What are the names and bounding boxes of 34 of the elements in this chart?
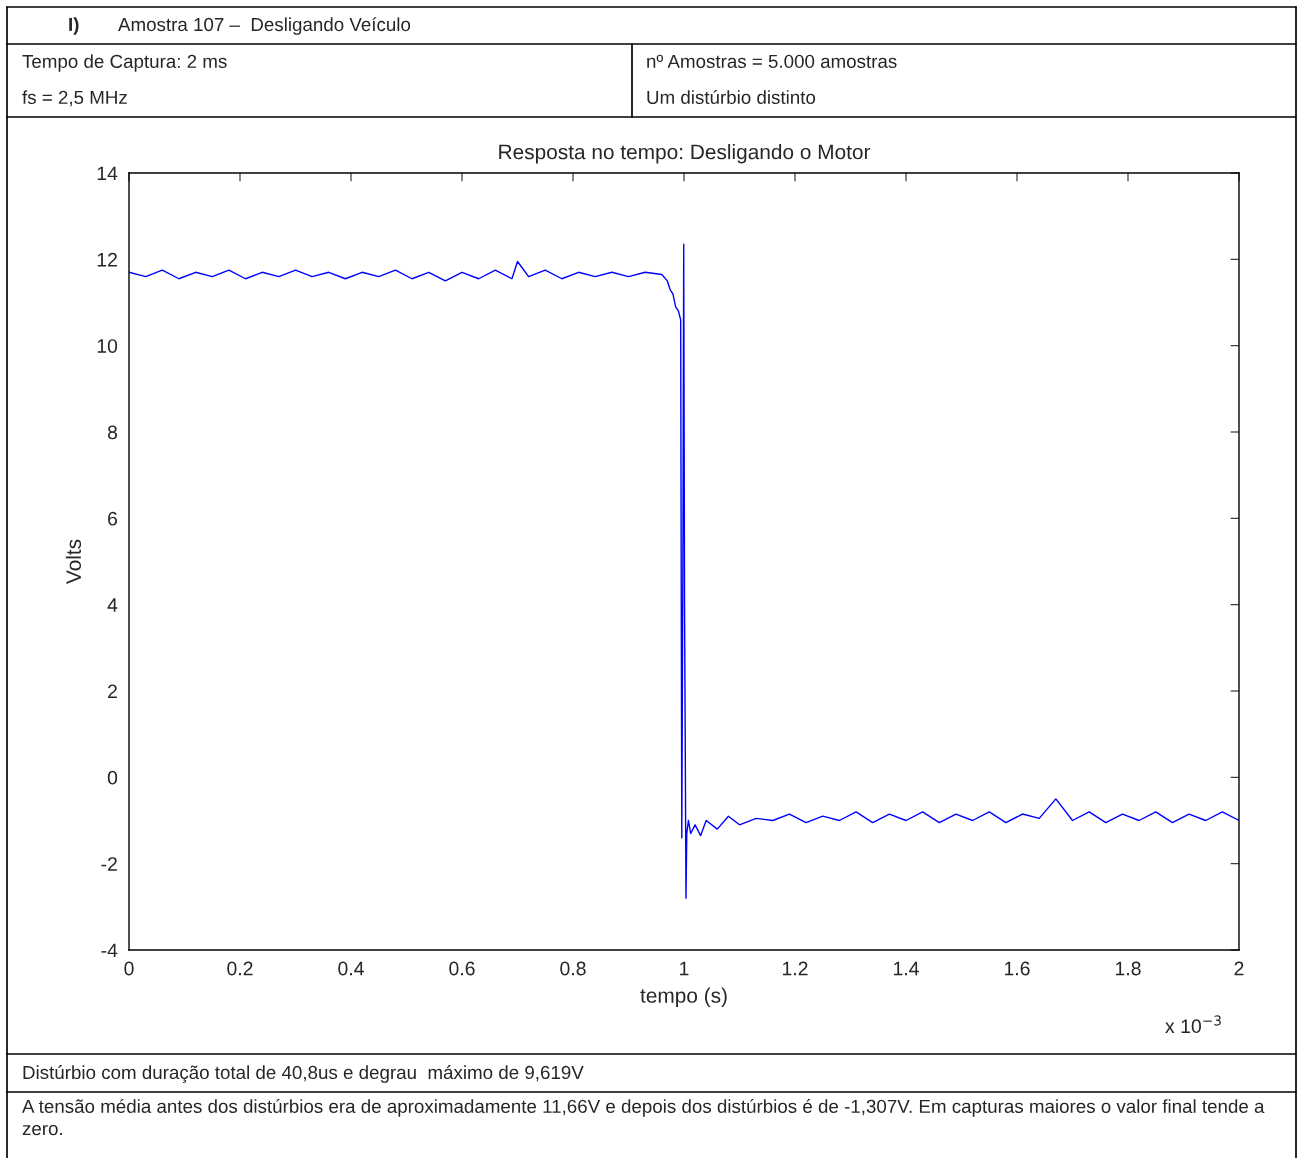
x-tick-label: 0.2 bbox=[227, 961, 253, 976]
text: A tensão média antes dos distúrbios era de aproximadamente 11,66V e depois dos distúrbios é de -1,307V. Em capturas maiores o valor final tende a zero. bbox=[22, 1099, 1265, 1136]
y-tick-label: 4 bbox=[107, 598, 118, 612]
text: nº Amostras = 5.000 amostras bbox=[647, 54, 897, 69]
x-tick-label: 1.4 bbox=[893, 961, 919, 976]
text: Amostra 107 – Desligando Veículo bbox=[118, 17, 411, 35]
chart-title: Resposta no tempo: Desligando o Motor bbox=[499, 144, 871, 164]
y-tick-label: -4 bbox=[101, 943, 118, 958]
y-tick-label: 2 bbox=[108, 684, 117, 699]
x-tick-label: 1.8 bbox=[1115, 961, 1141, 976]
text: Tempo de Captura: 2 ms bbox=[22, 54, 227, 72]
x-tick-label: 0 bbox=[124, 961, 134, 976]
text: fs = 2,5 MHz bbox=[22, 90, 127, 107]
x-tick-label: 0.8 bbox=[560, 961, 586, 976]
y-tick-label: 8 bbox=[107, 425, 118, 440]
x-tick-label: 2 bbox=[1234, 961, 1244, 976]
y-tick-label: 12 bbox=[97, 252, 117, 267]
line-series bbox=[129, 243, 1239, 899]
x-tick-label: 0.4 bbox=[338, 961, 364, 976]
x-tick-label: 1.6 bbox=[1004, 961, 1030, 976]
y-tick-label: -2 bbox=[101, 857, 117, 871]
text: Distúrbio com duração total de 40,8us e degrau máximo de 9,619V bbox=[23, 1065, 584, 1083]
x-axis-title: tempo (s) bbox=[640, 987, 727, 1007]
y-tick-label: 0 bbox=[107, 770, 118, 785]
x-tick-label: 1 bbox=[680, 961, 689, 976]
text: I) bbox=[69, 17, 79, 35]
y-tick-label: 14 bbox=[97, 166, 118, 181]
x-tick-label: 1.2 bbox=[782, 961, 808, 976]
text: x 10$^{−3}$ bbox=[1165, 1015, 1221, 1034]
y-tick-label: 10 bbox=[97, 339, 118, 353]
text: Um distúrbio distinto bbox=[647, 90, 816, 105]
y-tick-label: 6 bbox=[108, 511, 118, 526]
x-tick-label: 0.6 bbox=[449, 961, 475, 976]
y-axis-title: Volts bbox=[65, 539, 82, 584]
